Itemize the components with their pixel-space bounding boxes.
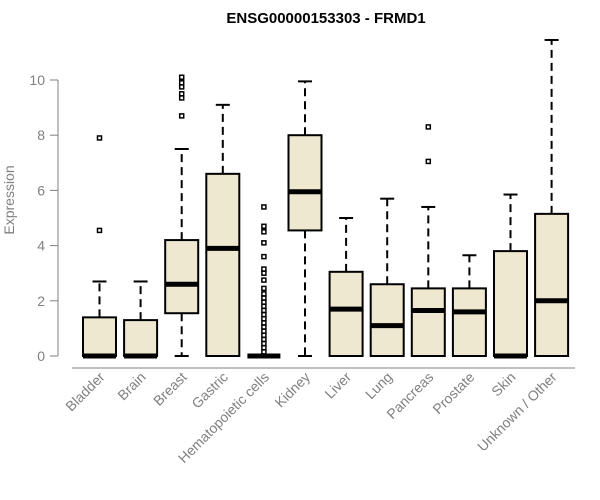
outlier-point (261, 253, 267, 260)
outlier-point (96, 227, 103, 234)
chart-title: ENSG00000153303 - FRMD1 (226, 10, 425, 27)
box-iqr (493, 250, 528, 357)
x-category-label: Brain (114, 369, 148, 403)
box-bladder (82, 135, 117, 359)
x-category-label: Bladder (62, 369, 108, 415)
box-iqr (287, 134, 323, 232)
box-iqr (164, 239, 200, 315)
box-kidney (287, 80, 323, 357)
outlier-point (261, 240, 267, 246)
box-unknown-other (534, 38, 570, 357)
outlier-point (178, 113, 185, 119)
y-axis-label: Expression (1, 165, 17, 234)
y-tick-label: 6 (37, 182, 45, 198)
x-category-label: Skin (488, 369, 519, 400)
outlier-point (261, 266, 267, 272)
outlier-point (178, 80, 185, 86)
outlier-point (425, 158, 432, 165)
outlier-point (261, 204, 267, 210)
outlier-point (261, 291, 267, 297)
x-category-label: Prostate (429, 369, 477, 417)
outlier-point (425, 124, 432, 130)
box-lung (369, 197, 405, 357)
box-gastric (205, 103, 241, 357)
box-hematopoietic-cells (247, 204, 281, 359)
x-category-label: Liver (321, 369, 354, 402)
box-iqr (410, 287, 446, 358)
box-brain (123, 280, 159, 359)
x-category-label: Breast (150, 369, 190, 409)
box-pancreas (410, 124, 446, 358)
box-iqr (328, 270, 364, 358)
box-iqr (123, 319, 159, 357)
box-skin (493, 193, 528, 359)
outlier-point (178, 74, 185, 80)
y-tick-label: 0 (37, 348, 45, 364)
y-tick-label: 8 (37, 127, 45, 143)
boxes-group (82, 38, 570, 359)
box-breast (164, 74, 200, 357)
outlier-point (261, 223, 267, 230)
box-iqr (451, 287, 487, 358)
y-tick-label: 10 (29, 72, 45, 88)
box-iqr (534, 212, 570, 357)
box-iqr (205, 172, 241, 357)
outlier-point (261, 229, 267, 235)
box-iqr (82, 316, 117, 357)
x-category-label: Lung (362, 369, 395, 402)
box-iqr (369, 283, 405, 357)
y-axis: 0 2 4 6 8 10 (29, 72, 59, 364)
y-tick-label: 4 (37, 238, 45, 254)
outlier-point (96, 135, 103, 141)
box-prostate (451, 254, 487, 358)
outlier-point (261, 277, 267, 283)
box-liver (328, 217, 364, 358)
y-tick-label: 2 (37, 293, 45, 309)
outlier-point (261, 285, 267, 292)
x-category-label: Kidney (272, 369, 314, 411)
outlier-point (178, 91, 185, 97)
